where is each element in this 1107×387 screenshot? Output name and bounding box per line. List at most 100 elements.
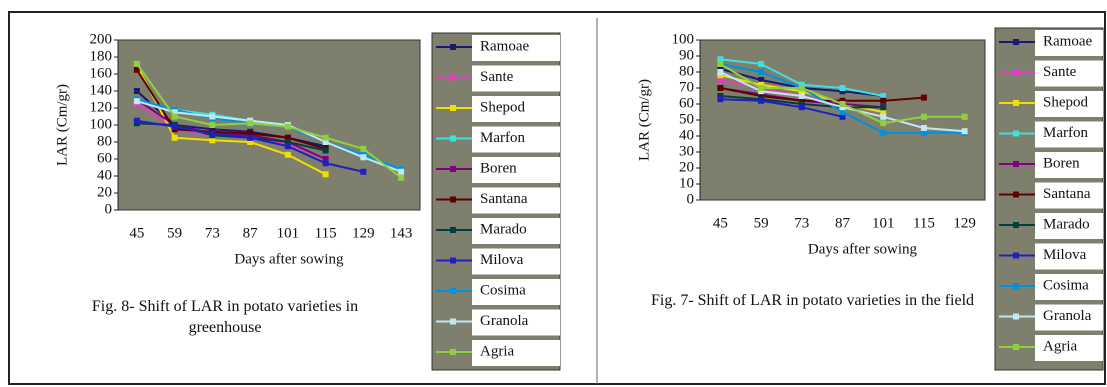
x-tick-label: 59 (754, 215, 769, 231)
y-tick-label: 160 (90, 65, 113, 81)
legend-marker (450, 135, 456, 142)
legend-key-bg (472, 340, 560, 366)
x-tick-label: 115 (315, 225, 337, 241)
point-marker (284, 134, 291, 141)
point-marker (758, 93, 765, 99)
x-axis-label: Days after sowing (234, 251, 344, 267)
legend-key-bg (472, 279, 560, 305)
legend-label: Sante (480, 69, 514, 85)
legend-key-bg (1035, 91, 1103, 117)
point-marker (880, 129, 887, 136)
point-marker (920, 94, 927, 101)
legend-label: Marfon (480, 130, 525, 146)
point-marker (209, 122, 216, 128)
legend-key-bg (1035, 213, 1103, 239)
y-tick-label: 60 (679, 95, 694, 111)
point-marker (798, 85, 805, 91)
legend-marker (450, 44, 456, 50)
point-marker (880, 120, 887, 127)
point-marker (798, 93, 805, 99)
point-marker (322, 171, 329, 178)
legend-marker (1013, 69, 1019, 76)
point-marker (717, 85, 724, 91)
y-axis-label: LAR (Cm/gr) (54, 84, 70, 166)
y-tick-label: 50 (679, 111, 694, 127)
legend-label: Santana (480, 191, 528, 207)
legend-key-bg (1035, 274, 1103, 300)
point-marker (920, 125, 927, 131)
point-marker (758, 85, 765, 91)
frame (8, 11, 1106, 385)
point-marker (798, 81, 805, 88)
legend-label: Cosima (480, 282, 526, 298)
legend-key-bg (1035, 243, 1103, 270)
point-marker (360, 154, 367, 161)
y-tick-label: 20 (97, 184, 112, 200)
legend-label: Agria (1043, 338, 1077, 354)
y-tick-label: 120 (90, 99, 113, 115)
legend-marker (450, 105, 456, 111)
legend-label: Santana (1043, 186, 1091, 202)
legend-marker (450, 74, 456, 81)
y-tick-label: 10 (679, 175, 694, 191)
point-marker (322, 156, 329, 162)
legend-marker (1013, 191, 1019, 198)
point-marker (209, 137, 216, 144)
point-marker (171, 123, 178, 130)
point-marker (322, 134, 329, 141)
legend-key-bg (1035, 335, 1103, 361)
x-tick-label: 87 (243, 225, 259, 241)
legend-label: Cosima (1043, 277, 1089, 293)
x-tick-label: 143 (390, 225, 413, 241)
point-marker (758, 77, 765, 83)
legend-marker (450, 227, 456, 233)
legend-label: Shepod (480, 99, 526, 115)
legend-key-bg (472, 96, 560, 122)
legend-key-bg (1035, 60, 1103, 87)
legend-marker (1013, 344, 1019, 350)
legend-marker (1013, 161, 1019, 167)
point-marker (880, 93, 887, 99)
point-marker (133, 98, 140, 105)
legend-label: Ramoae (480, 38, 529, 54)
point-marker (398, 174, 405, 181)
point-marker (717, 96, 724, 103)
series-line (136, 69, 326, 150)
legend-marker (450, 166, 456, 172)
point-marker (717, 93, 724, 99)
legend-key-bg (472, 248, 560, 275)
point-marker (322, 139, 329, 145)
point-marker (284, 151, 291, 158)
caption: Fig. 8- Shift of LAR in potato varieties… (91, 298, 359, 336)
point-marker (133, 88, 140, 94)
x-tick-label: 45 (713, 215, 728, 231)
x-tick-label: 129 (953, 215, 976, 231)
point-marker (322, 160, 329, 167)
y-axis-label: LAR (Cm/gr) (636, 79, 652, 161)
legend-key-bg (1035, 182, 1103, 209)
point-marker (758, 88, 765, 95)
x-tick-label: 101 (872, 215, 895, 231)
point-marker (839, 88, 846, 95)
y-tick-label: 40 (679, 127, 694, 143)
y-tick-label: 20 (679, 159, 694, 175)
legend-marker (450, 349, 456, 355)
point-marker (322, 147, 329, 154)
x-tick-label: 73 (794, 215, 809, 231)
point-marker (360, 168, 367, 175)
legend-label: Sante (1043, 64, 1077, 80)
x-tick-label: 59 (167, 225, 182, 241)
series-line (136, 63, 402, 179)
legend-label: Milova (480, 252, 524, 268)
point-marker (839, 101, 846, 107)
legend-key-bg (1035, 30, 1103, 56)
point-marker (758, 97, 765, 104)
point-marker (717, 56, 724, 63)
y-tick-label: 200 (90, 31, 113, 47)
point-marker (209, 130, 216, 137)
point-marker (284, 123, 291, 130)
x-tick-label: 101 (277, 225, 300, 241)
point-marker (284, 143, 291, 150)
